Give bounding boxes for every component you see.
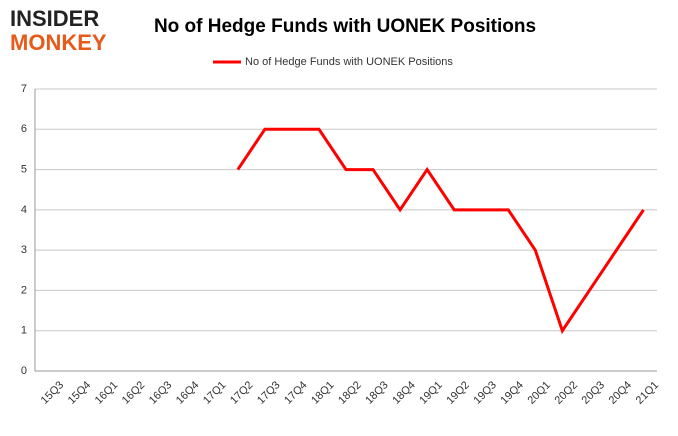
- logo-bottom: MONKEY: [10, 30, 107, 55]
- y-tick-label: 0: [21, 365, 27, 377]
- y-tick-label: 2: [21, 284, 27, 296]
- y-tick-label: 6: [21, 123, 27, 135]
- y-tick-label: 5: [21, 163, 27, 175]
- y-tick-label: 4: [21, 204, 27, 216]
- legend-label: No of Hedge Funds with UONEK Positions: [245, 56, 453, 68]
- data-line: [236, 127, 645, 335]
- y-tick-label: 3: [21, 244, 27, 256]
- y-tick-label: 1: [21, 325, 27, 337]
- y-tick-label: 7: [21, 83, 27, 95]
- logo-top: INSIDER: [10, 6, 99, 31]
- chart-title: No of Hedge Funds with UONEK Positions: [154, 16, 536, 37]
